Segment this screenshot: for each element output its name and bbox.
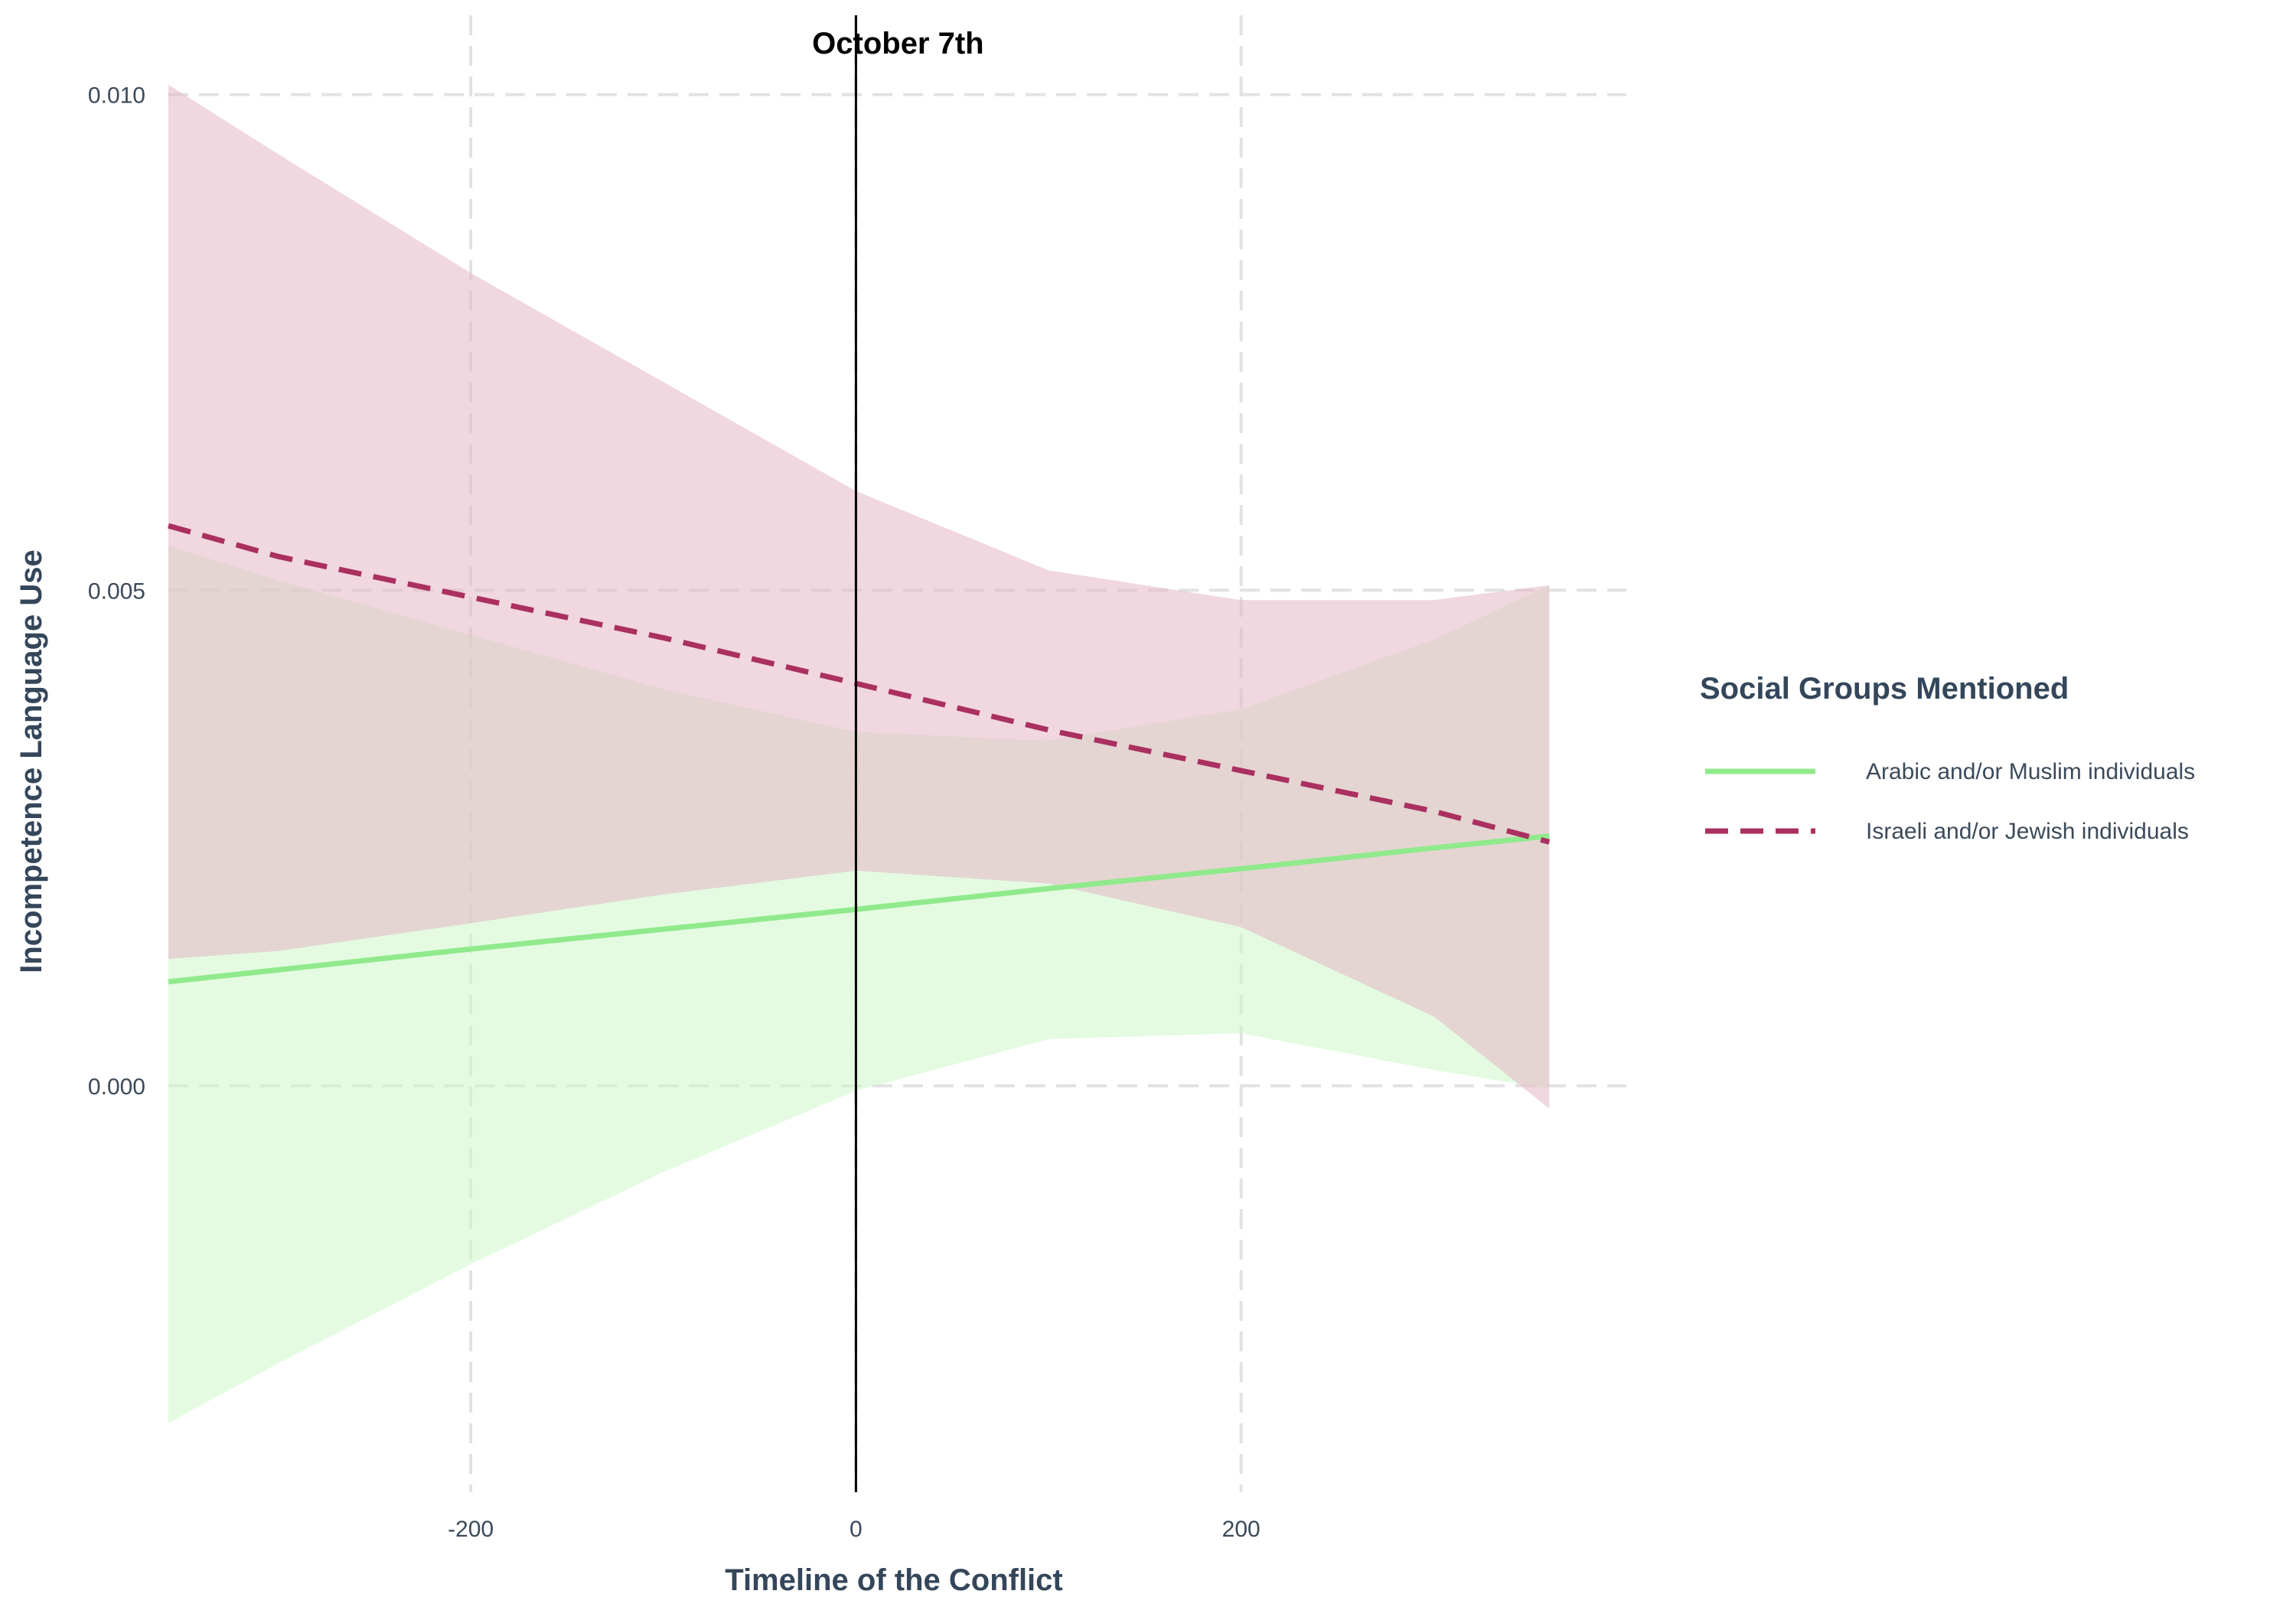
y-tick-label: 0.000 xyxy=(88,1074,145,1100)
legend-label-2: Israeli and/or Jewish individuals xyxy=(1866,819,2189,844)
y-tick-label: 0.005 xyxy=(88,579,145,604)
legend: Social Groups Mentioned Arabic and/or Mu… xyxy=(1700,672,2195,844)
x-tick-label: 0 xyxy=(850,1517,863,1542)
legend-title: Social Groups Mentioned xyxy=(1700,672,2069,706)
axis-ticks: 0.000 0.005 0.010 -200 0 200 xyxy=(88,83,1261,1542)
y-axis-title: Incompetence Language Use xyxy=(15,549,48,973)
legend-label-1: Arabic and/or Muslim individuals xyxy=(1866,759,2195,784)
x-tick-label: -200 xyxy=(448,1517,494,1542)
x-axis-title: Timeline of the Conflict xyxy=(725,1563,1063,1597)
confidence-bands xyxy=(168,84,1550,1423)
x-tick-label: 200 xyxy=(1222,1517,1261,1542)
october-7th-annotation: October 7th xyxy=(812,27,983,60)
confidence-band-2 xyxy=(168,84,1550,1109)
y-tick-label: 0.010 xyxy=(88,83,145,109)
